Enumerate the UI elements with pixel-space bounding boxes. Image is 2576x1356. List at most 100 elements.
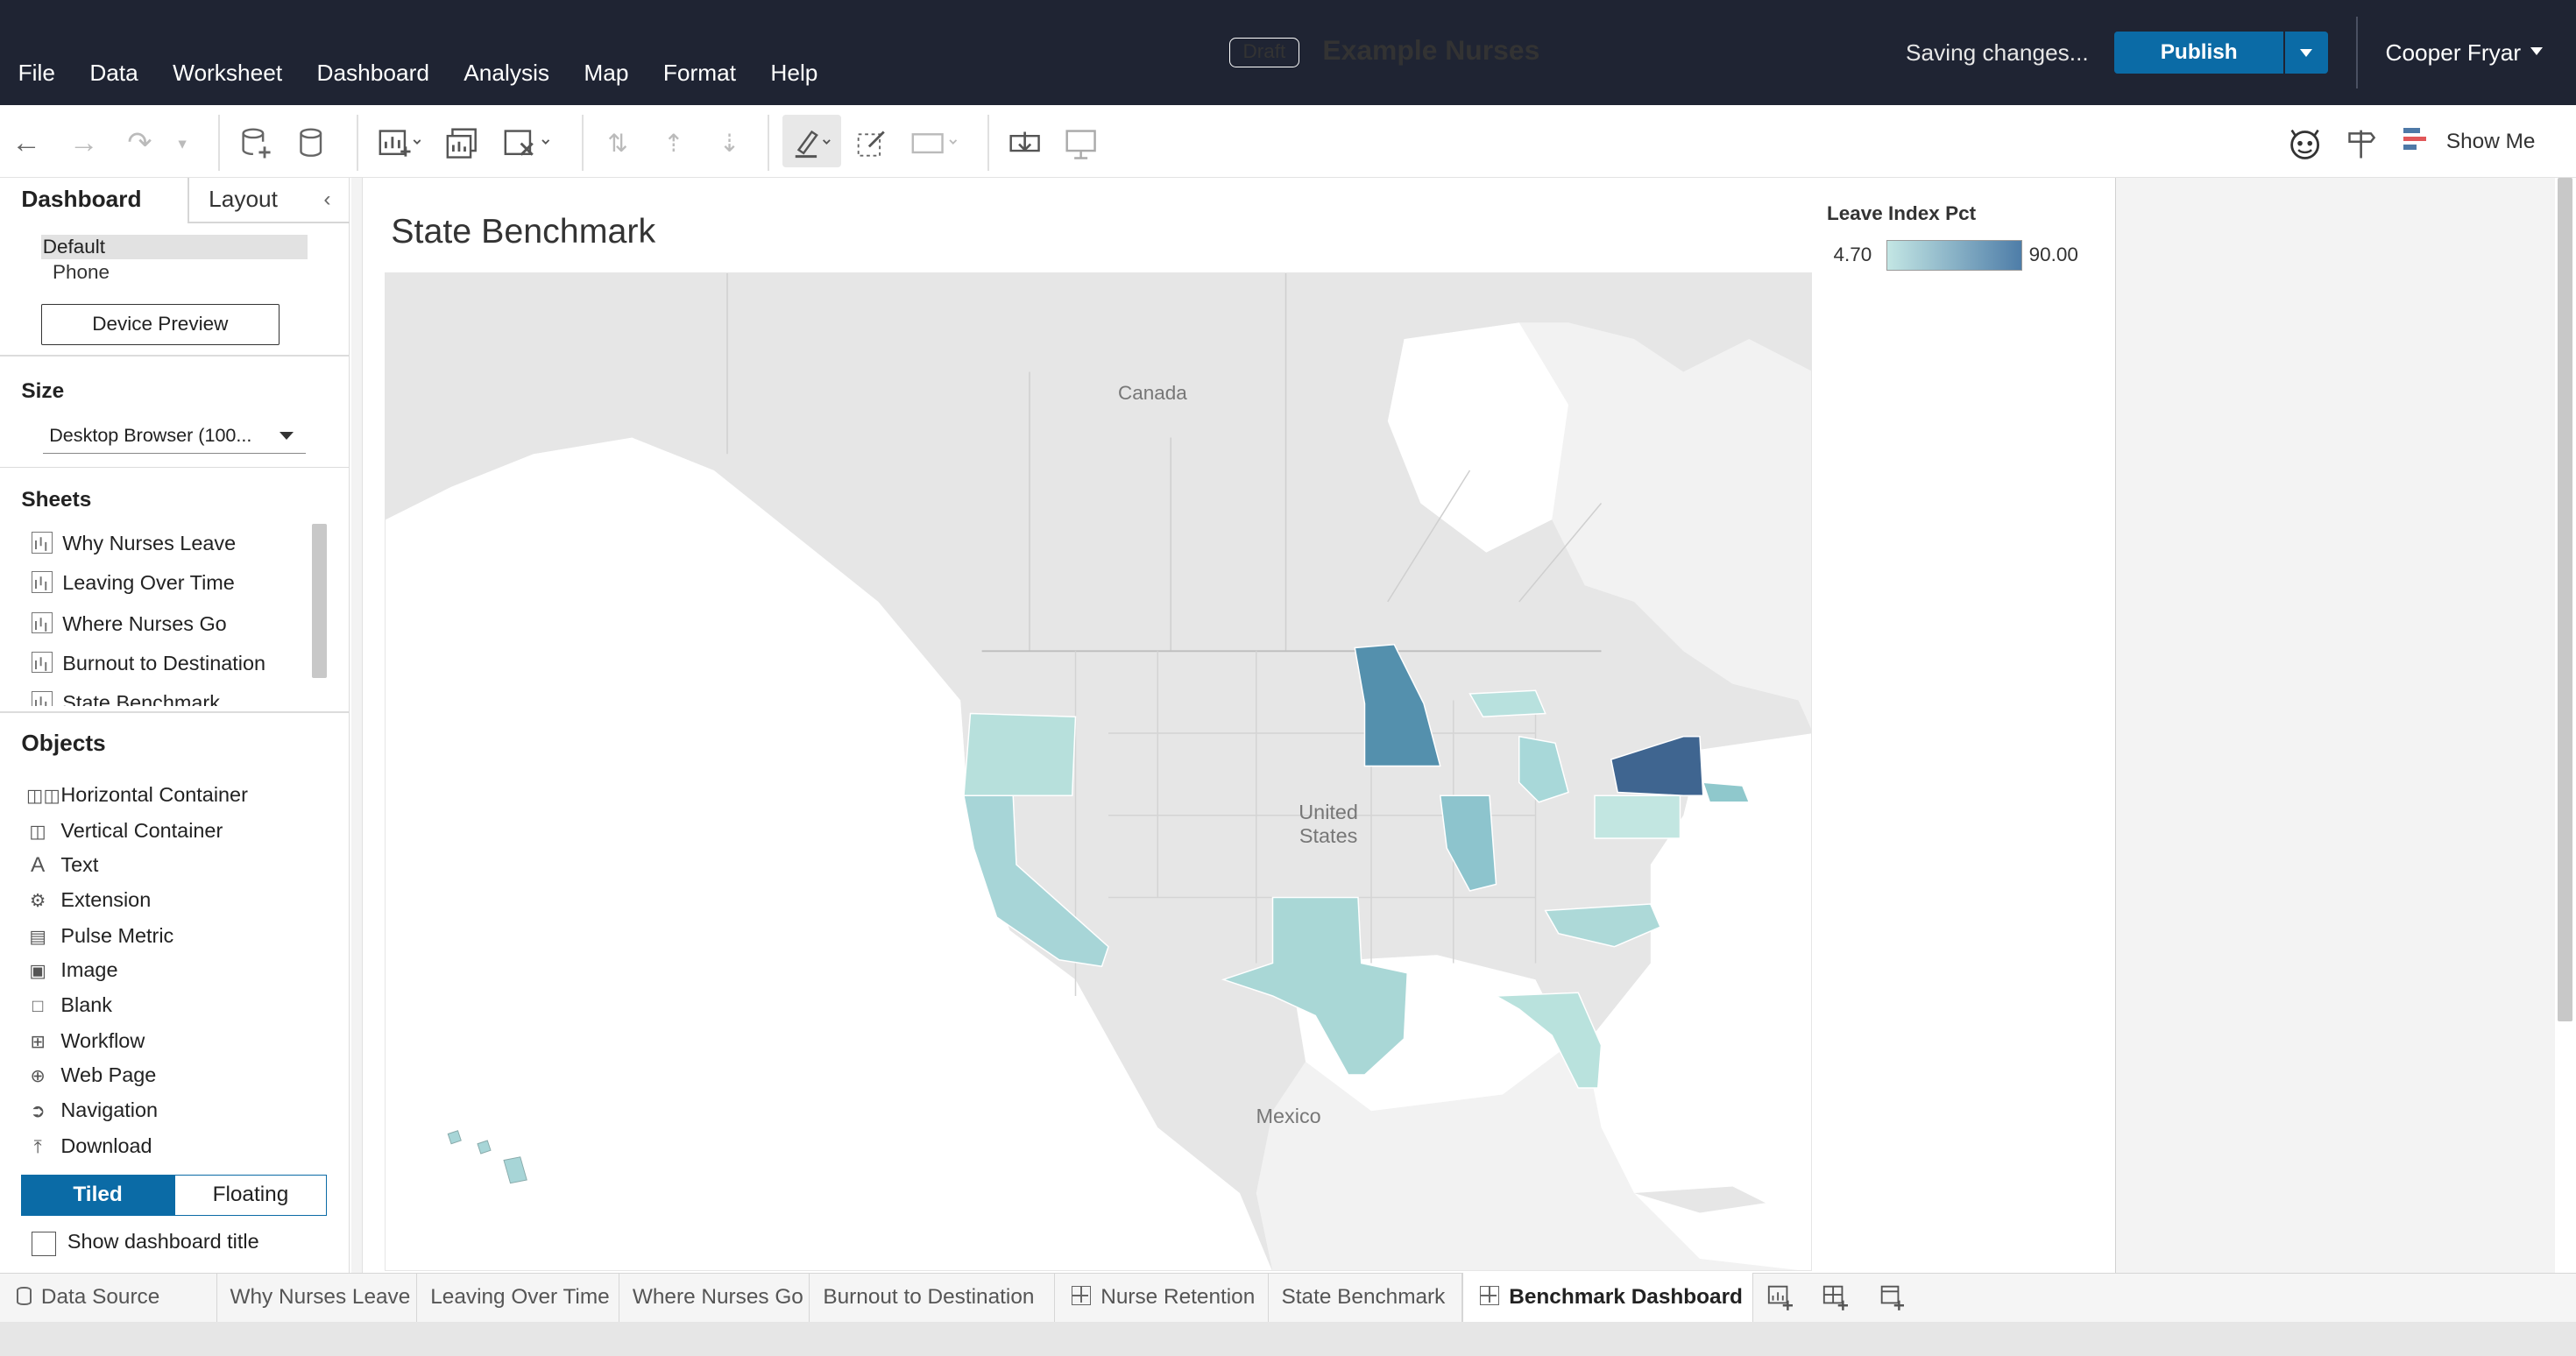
workflow-icon: ⊞ (30, 1031, 46, 1052)
section-divider (0, 466, 350, 469)
object-extension[interactable]: ⚙ Extension (26, 886, 151, 915)
user-menu[interactable]: Cooper Fryar (2385, 39, 2522, 66)
new-worksheet-icon[interactable] (378, 125, 421, 161)
new-data-source-icon[interactable] (238, 125, 274, 161)
signpost-icon[interactable] (2343, 125, 2379, 161)
show-me-button[interactable]: Show Me (2445, 130, 2536, 154)
publish-dropdown-button[interactable] (2285, 31, 2328, 74)
new-worksheet-icon[interactable] (1766, 1282, 1796, 1312)
sheets-scrollbar[interactable] (312, 524, 328, 679)
menu-dashboard[interactable]: Dashboard (316, 59, 429, 86)
tiled-toggle[interactable]: Tiled (21, 1174, 174, 1216)
new-dashboard-icon[interactable] (1822, 1282, 1851, 1312)
floating-toggle[interactable]: Floating (173, 1174, 328, 1216)
tab-layout[interactable]: Layout (209, 185, 278, 212)
download-icon[interactable] (1007, 125, 1043, 161)
replay-dropdown-icon[interactable]: ▾ (178, 133, 187, 152)
object-navigation[interactable]: ➲ Navigation (26, 1096, 158, 1126)
size-select[interactable]: Desktop Browser (100... (42, 420, 306, 454)
data-source-icon[interactable] (294, 125, 330, 161)
object-download[interactable]: ⤒ Download (26, 1132, 152, 1162)
list-item[interactable]: Why Nurses Leave (31, 529, 236, 559)
new-story-icon[interactable] (1878, 1282, 1907, 1312)
tab-state-benchmark[interactable]: State Benchmark (1269, 1273, 1462, 1323)
draft-badge: Draft (1228, 38, 1300, 67)
object-blank[interactable]: □ Blank (26, 991, 112, 1021)
tab-why-nurses-leave[interactable]: Why Nurses Leave (217, 1273, 418, 1323)
worksheet-icon (31, 532, 53, 554)
redo-icon[interactable]: → (68, 125, 99, 159)
object-vertical-container[interactable]: ◫ Vertical Container (26, 816, 223, 846)
sheets-section-title: Sheets (21, 487, 92, 512)
color-legend-bar[interactable] (1886, 239, 2023, 272)
tab-data-source[interactable]: Data Source (0, 1273, 217, 1323)
state-oregon (962, 712, 1077, 797)
sort-ascending-icon[interactable]: ⇡ (662, 129, 684, 157)
object-horizontal-container[interactable]: ◫◫Horizontal Container (26, 780, 248, 810)
collapse-panel-icon[interactable]: ‹ (323, 187, 331, 211)
tab-dashboard[interactable]: Dashboard (21, 185, 142, 212)
status-bar (0, 1322, 2576, 1356)
presentation-mode-icon[interactable] (1063, 125, 1099, 161)
toolbar-divider (987, 115, 989, 171)
object-web-page[interactable]: ⊕ Web Page (26, 1061, 156, 1091)
publish-button[interactable]: Publish (2114, 31, 2284, 74)
legend-min: 4.70 (1833, 243, 1872, 265)
show-title-label[interactable]: Show dashboard title (67, 1230, 259, 1254)
toolbar-divider (356, 115, 358, 171)
menu-file[interactable]: File (18, 59, 55, 86)
menu-format[interactable]: Format (662, 59, 737, 86)
menu-bar: File Data Worksheet Dashboard Analysis M… (0, 60, 834, 87)
list-item[interactable]: Where Nurses Go (31, 610, 227, 639)
tab-nurse-retention[interactable]: Nurse Retention (1055, 1273, 1269, 1323)
list-item[interactable]: State Benchmark (31, 689, 220, 707)
device-default-item[interactable]: Default (40, 235, 308, 260)
chevron-down-icon[interactable] (2530, 47, 2543, 56)
object-pulse-metric[interactable]: ▤ Pulse Metric (26, 922, 173, 951)
device-phone-item[interactable]: Phone (53, 261, 110, 284)
menu-help[interactable]: Help (770, 59, 818, 86)
clear-sheet-icon[interactable] (503, 125, 549, 161)
workbook-title[interactable]: Example Nurses (1322, 34, 1540, 67)
object-image[interactable]: ▣ Image (26, 956, 117, 985)
state-pennsylvania (1594, 795, 1681, 839)
tab-burnout-to-destination[interactable]: Burnout to Destination (810, 1273, 1055, 1323)
fit-icon[interactable] (910, 125, 957, 161)
swap-icon[interactable]: ⇅ (607, 129, 628, 157)
saving-status: Saving changes... (1906, 39, 2089, 66)
state-michigan-upper (1468, 689, 1546, 718)
device-preview-button[interactable]: Device Preview (40, 303, 280, 345)
undo-icon[interactable]: ← (11, 125, 41, 159)
map-view[interactable]: Canada United States Mexico (384, 272, 1813, 1272)
canvas-scrollbar[interactable] (2558, 177, 2573, 1022)
tab-divider (187, 177, 189, 223)
edit-label-icon[interactable] (854, 125, 890, 161)
show-title-checkbox[interactable] (31, 1232, 56, 1257)
tab-benchmark-dashboard[interactable]: Benchmark Dashboard (1461, 1273, 1753, 1323)
section-divider (0, 355, 350, 357)
menu-map[interactable]: Map (584, 59, 629, 86)
show-me-icon[interactable] (2403, 128, 2430, 154)
sheet-tab-bar (0, 1273, 2576, 1323)
menu-data[interactable]: Data (89, 59, 138, 86)
sort-descending-icon[interactable]: ⇣ (718, 129, 740, 157)
object-text[interactable]: A Text (26, 851, 98, 880)
list-item[interactable]: Leaving Over Time (31, 569, 235, 598)
duplicate-sheet-icon[interactable] (445, 125, 481, 161)
sheet-title[interactable]: State Benchmark (391, 211, 656, 251)
database-icon (16, 1287, 32, 1305)
menu-worksheet[interactable]: Worksheet (173, 59, 283, 86)
map-label-canada: Canada (1118, 382, 1187, 404)
chevron-down-icon[interactable] (279, 432, 294, 440)
object-workflow[interactable]: ⊞ Workflow (26, 1027, 145, 1056)
state-florida (1493, 992, 1603, 1089)
tab-leaving-over-time[interactable]: Leaving Over Time (417, 1273, 619, 1323)
menu-analysis[interactable]: Analysis (464, 59, 550, 86)
list-item[interactable]: Burnout to Destination (31, 649, 265, 679)
tab-where-nurses-go[interactable]: Where Nurses Go (619, 1273, 810, 1323)
highlight-icon[interactable] (792, 125, 831, 161)
replay-icon[interactable]: ↷ (127, 125, 152, 159)
dashboard-icon (1071, 1285, 1091, 1305)
ai-assistant-icon[interactable] (2287, 125, 2323, 161)
toolbar-divider (581, 115, 584, 171)
